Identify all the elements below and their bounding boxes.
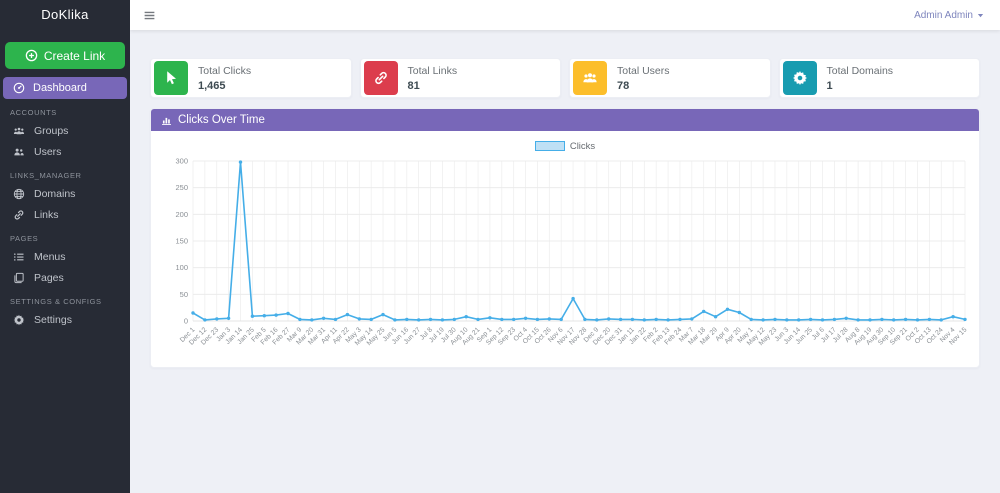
sidebar-section-pages: PAGES	[10, 234, 39, 243]
create-link-label: Create Link	[43, 48, 106, 63]
sidebar-item-domains[interactable]: Domains	[0, 183, 130, 204]
chart-gridlines	[192, 160, 966, 322]
stat-value: 1,465	[198, 79, 226, 92]
clicks-over-time-panel: Clicks Over Time Clicks 0 50 100 150 200 250 3…	[150, 108, 980, 368]
topbar: Admin Admin	[130, 0, 1000, 30]
svg-text:0: 0	[184, 317, 188, 326]
svg-text:150: 150	[175, 237, 188, 246]
sidebar-item-label: Users	[34, 145, 62, 158]
stat-text: Total Clicks 1,465	[198, 65, 251, 92]
stat-label: Total Clicks	[198, 64, 252, 77]
sidebar-sections: ACCOUNTS Groups Users LINKS_MANAGER Domains L…	[0, 108, 130, 330]
chart-points	[191, 160, 967, 322]
chart-line-clicks	[192, 161, 966, 321]
stat-text: Total Links 81	[408, 65, 458, 92]
users-icon	[13, 146, 25, 158]
mouse-pointer-icon	[154, 61, 188, 95]
svg-text:200: 200	[175, 210, 188, 219]
user-menu-label: Admin Admin	[914, 9, 973, 21]
sidebar-item-menus[interactable]: Menus	[0, 246, 130, 267]
legend-swatch	[534, 141, 565, 151]
brand-logo: DoKlika	[41, 7, 89, 22]
create-link-button[interactable]: Create Link	[5, 42, 125, 69]
stat-card-total-users: Total Users 78	[569, 58, 771, 98]
menu-list-icon	[13, 251, 25, 263]
chart-legend[interactable]: Clicks	[159, 139, 971, 153]
sidebar-section-links-manager: LINKS_MANAGER	[10, 171, 82, 180]
link-icon	[363, 61, 398, 95]
hamburger-icon[interactable]	[143, 9, 156, 22]
sidebar-item-dashboard[interactable]: Dashboard	[3, 77, 127, 99]
sidebar-item-label: Dashboard	[33, 82, 87, 94]
sidebar-item-users[interactable]: Users	[0, 141, 130, 162]
user-menu[interactable]: Admin Admin	[914, 10, 984, 21]
plus-circle-icon	[25, 49, 38, 62]
sidebar-item-label: Groups	[34, 124, 69, 137]
svg-text:250: 250	[175, 183, 188, 192]
bar-chart-icon	[161, 115, 172, 126]
sidebar-section-accounts: ACCOUNTS	[10, 108, 57, 117]
gear-icon	[782, 61, 817, 95]
svg-text:100: 100	[175, 263, 188, 272]
sidebar-item-pages[interactable]: Pages	[0, 267, 130, 288]
stat-value: 1	[826, 79, 833, 92]
sidebar-section-settings-configs: SETTINGS & CONFIGS	[10, 297, 102, 306]
sidebar-item-groups[interactable]: Groups	[0, 120, 130, 141]
sidebar-item-links[interactable]: Links	[0, 204, 130, 225]
stat-value: 78	[617, 79, 630, 92]
stat-card-total-domains: Total Domains 1	[778, 58, 980, 98]
stat-card-total-links: Total Links 81	[359, 58, 561, 98]
sidebar-item-label: Menus	[34, 250, 66, 263]
globe-icon	[13, 188, 25, 200]
sidebar: DoKlika Create Link Dashboard ACCOUNTS Gr…	[0, 0, 130, 493]
stat-text: Total Users 78	[617, 65, 670, 92]
sidebar-item-label: Settings	[34, 313, 72, 326]
panel-title: Clicks Over Time	[178, 114, 265, 126]
caret-down-icon	[977, 12, 984, 19]
stat-label: Total Domains	[826, 64, 894, 77]
stat-card-total-clicks: Total Clicks 1,465	[150, 58, 352, 98]
panel-header: Clicks Over Time	[151, 109, 979, 131]
y-axis-ticks: 0 50 100 150 200 250 300	[175, 157, 188, 326]
gear-icon	[13, 314, 25, 326]
stat-text: Total Domains 1	[827, 65, 894, 92]
sidebar-item-settings[interactable]: Settings	[0, 309, 130, 330]
sidebar-item-label: Pages	[34, 271, 64, 284]
main-content: Total Clicks 1,465 Total Links 81 Total User…	[130, 30, 1000, 493]
stat-cards-row: Total Clicks 1,465 Total Links 81 Total User…	[150, 58, 980, 98]
groups-icon	[13, 125, 25, 137]
legend-label: Clicks	[569, 140, 596, 152]
sidebar-item-label: Domains	[34, 187, 76, 200]
dashboard-icon	[13, 82, 25, 94]
svg-text:300: 300	[175, 157, 188, 166]
sidebar-item-label: Links	[34, 208, 59, 221]
svg-text:50: 50	[180, 290, 188, 299]
link-icon	[13, 209, 25, 221]
stat-label: Total Links	[407, 64, 458, 77]
users-group-icon	[573, 61, 607, 95]
panel-body: Clicks 0 50 100 150 200 250 300 Dec 1 Dec 12 Dec …	[151, 131, 979, 367]
pages-icon	[13, 272, 25, 284]
stat-value: 81	[407, 79, 420, 92]
stat-label: Total Users	[617, 64, 670, 77]
